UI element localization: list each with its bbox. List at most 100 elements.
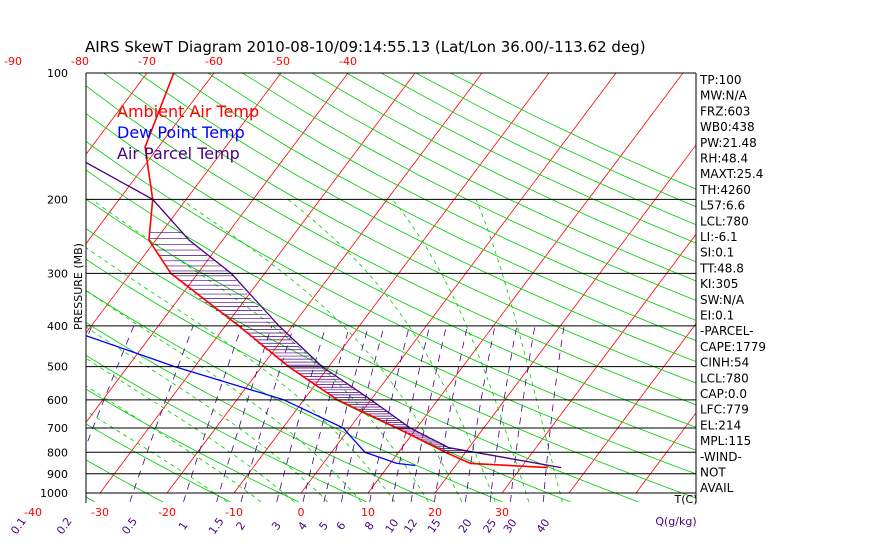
mixing-ratio-label: 40 bbox=[534, 517, 553, 536]
dry-adiabat bbox=[138, 73, 696, 363]
index-entry: LCL:780 bbox=[700, 371, 749, 385]
index-entry: TP:100 bbox=[699, 73, 742, 87]
pressure-tick-label: 400 bbox=[47, 320, 68, 333]
dry-adiabat bbox=[346, 73, 696, 244]
dry-adiabat bbox=[450, 73, 696, 190]
pressure-tick-label: 100 bbox=[47, 67, 68, 80]
dry-adiabat bbox=[207, 73, 696, 321]
index-entry: TH:4260 bbox=[699, 183, 751, 197]
pressure-tick-label: 700 bbox=[47, 422, 68, 435]
isotherm-line bbox=[86, 73, 148, 155]
isotherm-line bbox=[501, 233, 696, 494]
dry-adiabat bbox=[86, 258, 571, 503]
index-entry: SW:N/A bbox=[700, 293, 745, 307]
mixing-ratio-line bbox=[216, 325, 273, 503]
top-temp-tick: -40 bbox=[339, 55, 357, 68]
dry-adiabat bbox=[86, 140, 696, 451]
dry-adiabat bbox=[103, 73, 696, 384]
index-entry: TT:48.8 bbox=[699, 261, 744, 275]
mixing-ratio-line bbox=[369, 325, 410, 502]
mixing-ratio-label: 4 bbox=[295, 519, 310, 532]
isotherm-line bbox=[635, 412, 696, 494]
moist-adiabat bbox=[86, 385, 262, 503]
dry-adiabat bbox=[276, 73, 696, 282]
dry-adiabat bbox=[311, 73, 696, 263]
dry-adiabat bbox=[381, 73, 696, 226]
isotherm-line bbox=[233, 73, 550, 494]
legend-ambient: Ambient Air Temp bbox=[117, 102, 259, 121]
isotherm-line bbox=[99, 73, 416, 494]
dry-adiabat bbox=[242, 73, 696, 301]
top-temp-tick: -80 bbox=[71, 55, 89, 68]
bottom-temp-tick: 20 bbox=[428, 506, 442, 519]
temp-unit-label: T(C) bbox=[674, 493, 698, 506]
isotherm-line bbox=[86, 73, 215, 245]
isotherm-line bbox=[0, 73, 13, 493]
mixing-ratio-line bbox=[183, 325, 243, 503]
moist-adiabat bbox=[86, 290, 362, 503]
pressure-tick-label: 600 bbox=[47, 394, 68, 407]
mixing-ratio-line bbox=[542, 325, 565, 502]
pressure-tick-label: 500 bbox=[47, 361, 68, 374]
mixing-ratio-label: 30 bbox=[501, 517, 520, 536]
bottom-temp-tick: -10 bbox=[225, 506, 243, 519]
index-entry: NOT bbox=[700, 466, 726, 480]
index-entry: -WIND- bbox=[700, 450, 742, 464]
index-entry: CAP:0.0 bbox=[700, 387, 747, 401]
bottom-temp-tick: 10 bbox=[361, 506, 375, 519]
isotherm-line bbox=[434, 144, 696, 494]
index-entry: -PARCEL- bbox=[700, 324, 754, 338]
dry-adiabat bbox=[86, 354, 367, 503]
mixing-ratio-line bbox=[434, 325, 468, 502]
index-entry: L57:6.6 bbox=[700, 199, 745, 213]
top-temp-tick: -70 bbox=[138, 55, 156, 68]
index-entry: PW:21.48 bbox=[700, 136, 757, 150]
isotherm-line bbox=[0, 73, 80, 493]
dry-adiabat bbox=[86, 459, 163, 503]
mixing-ratio-line bbox=[510, 325, 536, 502]
index-entry: EI:0.1 bbox=[700, 309, 734, 323]
moist-adiabat bbox=[287, 199, 496, 503]
mixing-ratio-label: 0.5 bbox=[119, 515, 140, 537]
chart-title: AIRS SkewT Diagram 2010-08-10/09:14:55.1… bbox=[85, 38, 646, 56]
index-entry: MPL:115 bbox=[700, 434, 751, 448]
index-entry: RH:48.4 bbox=[700, 152, 748, 166]
mixing-ratio-line bbox=[410, 325, 447, 502]
index-entry: MW:N/A bbox=[700, 89, 748, 103]
mixing-ratio-label: 2 bbox=[234, 519, 249, 532]
index-entry: KI:305 bbox=[700, 277, 738, 291]
mixing-ratio-line bbox=[240, 325, 295, 503]
mixing-ratio-label: 10 bbox=[383, 517, 402, 536]
isotherm-line bbox=[367, 73, 684, 494]
top-temp-tick: -50 bbox=[272, 55, 290, 68]
dry-adiabat bbox=[86, 85, 696, 406]
dry-adiabat bbox=[86, 388, 299, 503]
dry-adiabat bbox=[0, 73, 27, 502]
mixing-ratio-label: 25 bbox=[481, 517, 500, 536]
pressure-tick-label: 300 bbox=[47, 267, 68, 280]
dry-adiabat bbox=[86, 169, 696, 475]
mixing-ratio-line bbox=[391, 325, 430, 502]
index-entry: EL:214 bbox=[700, 418, 741, 432]
mixing-ratio-line bbox=[341, 325, 385, 502]
dry-adiabat bbox=[415, 73, 696, 208]
mixing-ratio-label: 8 bbox=[362, 519, 377, 532]
mixing-ratio-line bbox=[129, 325, 194, 503]
legend-parcel: Air Parcel Temp bbox=[117, 144, 240, 163]
index-entry: LI:-6.1 bbox=[700, 230, 738, 244]
mixing-ratio-line bbox=[86, 325, 135, 447]
top-temp-tick: -90 bbox=[4, 55, 22, 68]
dry-adiabat bbox=[86, 290, 503, 503]
isotherm-line bbox=[568, 322, 696, 494]
legend: Ambient Air Temp Dew Point Temp Air Parc… bbox=[117, 102, 259, 163]
moist-adiabat bbox=[86, 357, 295, 503]
dry-adiabat bbox=[172, 73, 696, 342]
index-entry: LCL:780 bbox=[700, 214, 749, 228]
legend-dewpoint: Dew Point Temp bbox=[117, 123, 245, 142]
grid-layer bbox=[0, 73, 696, 503]
dry-adiabat bbox=[86, 423, 231, 503]
index-entry: CINH:54 bbox=[700, 356, 749, 370]
mixing-ratio-line bbox=[489, 325, 518, 502]
index-entry: SI:0.1 bbox=[700, 246, 734, 260]
